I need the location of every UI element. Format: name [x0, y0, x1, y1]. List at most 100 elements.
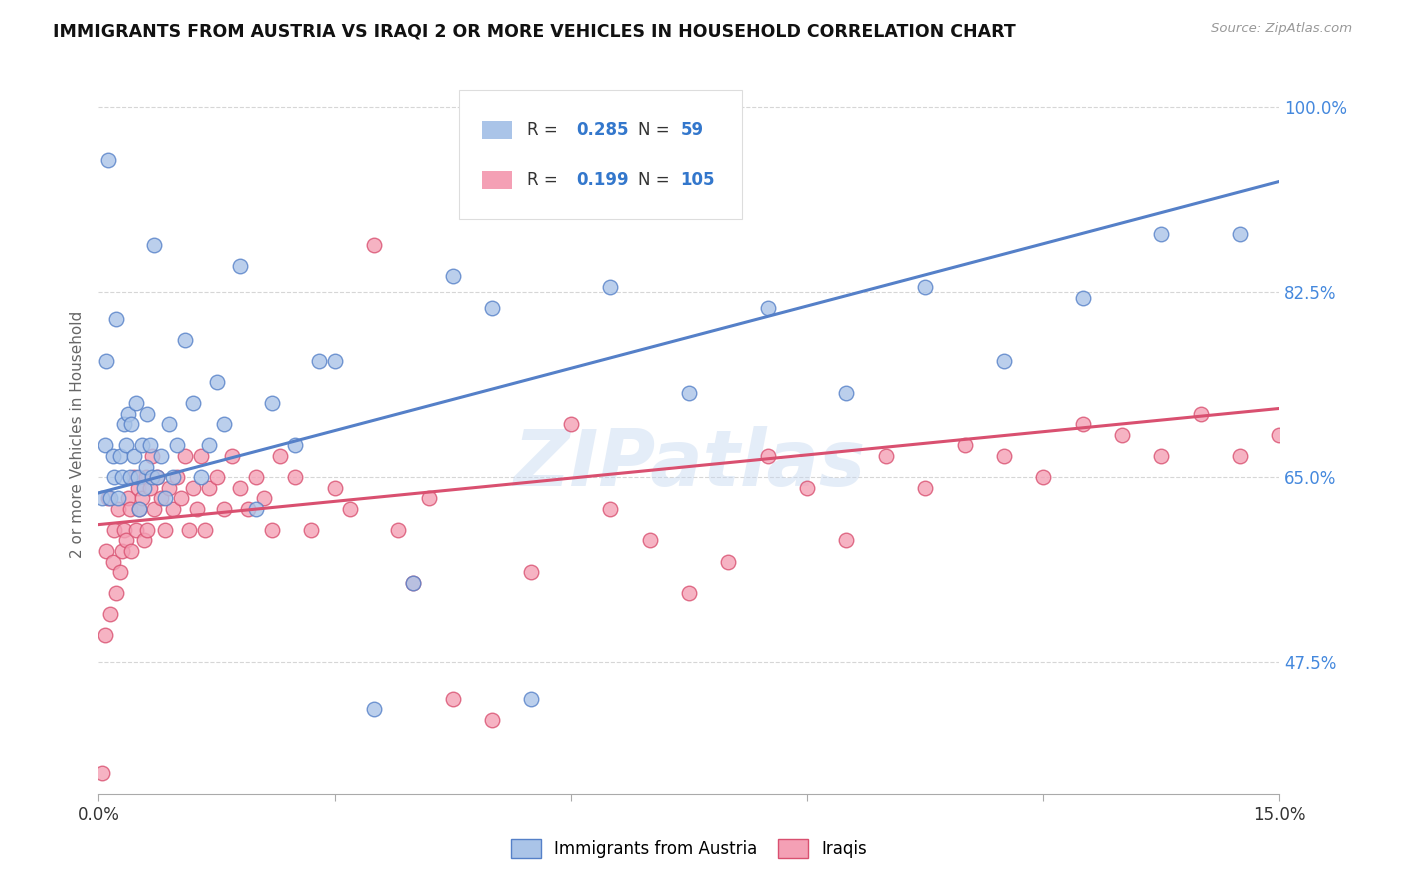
Point [122, 470, 145, 484]
Point [150, 449, 173, 463]
Point [104, 311, 127, 326]
Point [121, 544, 143, 558]
Text: R =: R = [527, 171, 558, 189]
Point [190, 449, 212, 463]
Point [135, 470, 157, 484]
Point [111, 544, 134, 558]
Point [993, 449, 1015, 463]
Point [177, 523, 200, 537]
Point [284, 438, 307, 452]
Point [441, 269, 464, 284]
Point [269, 449, 291, 463]
Point [678, 385, 700, 400]
Point [138, 438, 160, 452]
Point [363, 237, 385, 252]
Legend: Immigrants from Austria, Iraqis: Immigrants from Austria, Iraqis [505, 832, 873, 864]
Point [110, 565, 132, 579]
Point [101, 449, 124, 463]
Point [205, 470, 228, 484]
Point [875, 449, 897, 463]
Point [197, 481, 219, 495]
Point [260, 396, 283, 410]
Point [796, 481, 818, 495]
Point [118, 501, 141, 516]
Point [146, 470, 169, 484]
Point [1150, 449, 1173, 463]
Point [162, 501, 184, 516]
Point [402, 575, 425, 590]
Point [138, 481, 160, 495]
FancyBboxPatch shape [482, 120, 512, 138]
Point [1229, 449, 1251, 463]
Point [481, 713, 503, 727]
Point [118, 470, 141, 484]
Text: 59: 59 [681, 120, 704, 138]
Point [181, 481, 204, 495]
Point [96, 544, 118, 558]
Point [441, 691, 464, 706]
Point [253, 491, 276, 506]
Point [638, 533, 661, 548]
Point [756, 449, 779, 463]
Point [214, 501, 236, 516]
Point [131, 438, 153, 452]
Point [339, 501, 361, 516]
Y-axis label: 2 or more Vehicles in Household: 2 or more Vehicles in Household [69, 311, 84, 558]
Point [98, 491, 121, 506]
Point [125, 523, 148, 537]
Point [101, 555, 124, 569]
Point [190, 470, 212, 484]
Point [418, 491, 440, 506]
Text: 105: 105 [681, 171, 716, 189]
Point [221, 449, 243, 463]
Point [229, 259, 252, 273]
Point [103, 470, 125, 484]
Text: IMMIGRANTS FROM AUSTRIA VS IRAQI 2 OR MORE VEHICLES IN HOUSEHOLD CORRELATION CHA: IMMIGRANTS FROM AUSTRIA VS IRAQI 2 OR MO… [53, 22, 1017, 40]
Point [128, 501, 150, 516]
Point [953, 438, 976, 452]
Point [993, 354, 1015, 368]
Point [121, 417, 143, 432]
Point [236, 501, 259, 516]
Point [110, 449, 132, 463]
Point [162, 470, 184, 484]
Point [520, 565, 543, 579]
Point [756, 301, 779, 315]
Point [115, 438, 138, 452]
Point [1071, 417, 1094, 432]
Point [363, 702, 385, 716]
Point [117, 491, 139, 506]
Point [135, 459, 157, 474]
Point [835, 533, 858, 548]
Point [131, 491, 153, 506]
Point [1189, 407, 1212, 421]
Point [717, 555, 740, 569]
Text: 0.285: 0.285 [576, 120, 630, 138]
Point [103, 523, 125, 537]
Point [205, 375, 228, 389]
Point [127, 470, 149, 484]
Point [97, 491, 120, 506]
Point [170, 491, 193, 506]
Point [181, 396, 204, 410]
Point [112, 417, 135, 432]
Point [308, 354, 330, 368]
Text: Source: ZipAtlas.com: Source: ZipAtlas.com [1212, 22, 1353, 36]
Point [93, 628, 115, 642]
Point [122, 449, 145, 463]
Point [1229, 227, 1251, 242]
Text: R =: R = [527, 120, 558, 138]
Point [1386, 438, 1406, 452]
Point [1111, 427, 1133, 442]
FancyBboxPatch shape [458, 90, 742, 219]
Point [127, 481, 149, 495]
Point [132, 481, 155, 495]
Point [136, 523, 159, 537]
Point [155, 523, 177, 537]
Point [197, 438, 219, 452]
Text: 0.199: 0.199 [576, 171, 630, 189]
Point [284, 470, 307, 484]
Point [260, 523, 283, 537]
Point [678, 586, 700, 600]
Point [104, 586, 127, 600]
